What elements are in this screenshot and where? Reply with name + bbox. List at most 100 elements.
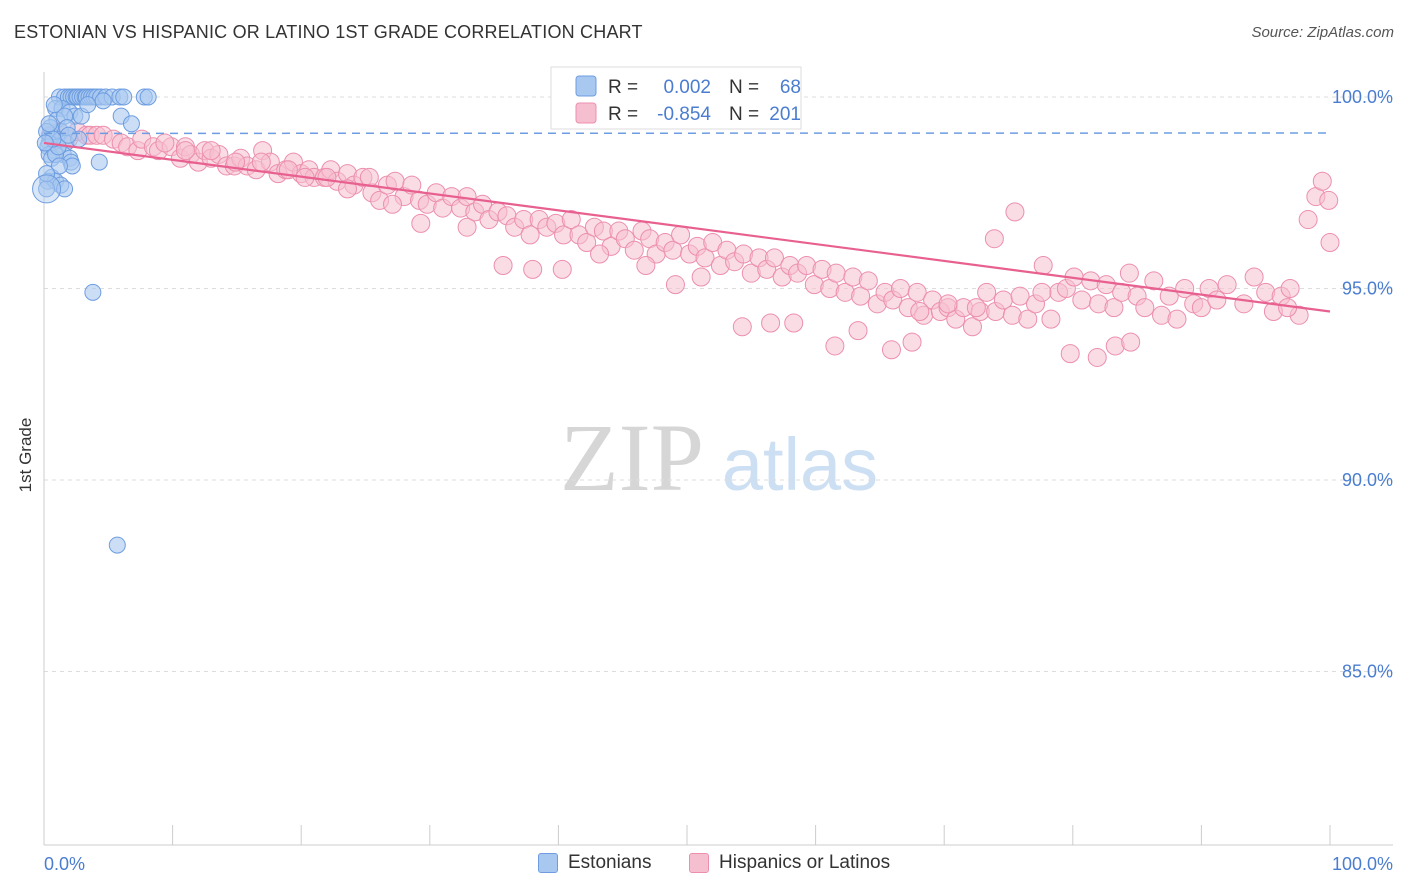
hispanic-point-193: [317, 167, 337, 187]
watermark-atlas: atlas: [722, 423, 878, 506]
hispanic-point-176: [848, 321, 868, 341]
bottom-legend-hispanics: Hispanics or Latinos: [689, 852, 890, 874]
y-tick-label-85: 85.0%: [1342, 662, 1393, 682]
hispanic-point-156: [1280, 279, 1300, 298]
hispanic-point-81: [671, 225, 691, 245]
hispanic-point-120: [977, 282, 997, 302]
hispanic-point-84: [695, 248, 715, 268]
hispanic-points: [40, 121, 1340, 367]
hispanic-point-161: [1319, 190, 1339, 210]
legend-r-value-1: 0.002: [663, 77, 711, 98]
estonian-point-44: [90, 153, 108, 171]
chart-title: ESTONIAN VS HISPANIC OR LATINO 1ST GRADE…: [14, 22, 643, 42]
hispanic-point-177: [825, 336, 845, 356]
hispanic-point-186: [523, 259, 543, 279]
bottom-legend-swatch-estonians: [538, 853, 558, 873]
hispanic-point-185: [552, 259, 572, 279]
estonian-point-52: [84, 283, 102, 301]
hispanic-point-141: [1144, 271, 1164, 291]
legend-n-label-1: N =: [729, 77, 759, 98]
hispanic-point-62: [520, 225, 540, 245]
hispanic-point-67: [561, 210, 581, 230]
bottom-legend-swatch-hispanics: [689, 853, 709, 873]
hispanic-point-180: [732, 317, 752, 337]
hispanic-point-196: [251, 152, 271, 172]
hispanic-point-128: [1041, 309, 1061, 329]
hispanic-point-188: [457, 217, 477, 237]
x-tick-label-start: 0.0%: [44, 854, 85, 874]
hispanic-point-152: [1244, 267, 1264, 287]
estonian-point-50: [56, 180, 74, 198]
hispanic-point-181: [691, 267, 711, 287]
hispanic-point-172: [938, 294, 958, 314]
estonian-point-30: [122, 115, 140, 133]
hispanic-point-101: [826, 263, 846, 283]
bottom-legend-label-estonians: Estonians: [568, 852, 652, 873]
y-tick-label-90: 90.0%: [1342, 470, 1393, 490]
bottom-legend-label-hispanics: Hispanics or Latinos: [719, 852, 891, 873]
estonian-point-cluster: [32, 174, 62, 204]
hispanic-point-149: [1207, 290, 1227, 310]
hispanic-point-109: [890, 279, 910, 298]
estonian-point-66: [50, 157, 68, 175]
x-tick-label-end: 100.0%: [1332, 854, 1393, 874]
hispanic-point-179: [761, 313, 781, 333]
hispanic-point-168: [1032, 282, 1052, 302]
legend-r-label-2: R =: [608, 104, 638, 125]
trend-lines: [43, 132, 1331, 313]
hispanic-point-93: [764, 248, 784, 268]
hispanic-point-175: [881, 340, 901, 360]
y-tick-label-95: 95.0%: [1342, 279, 1393, 299]
hispanic-point-167: [1121, 332, 1141, 352]
hispanic-point-169: [1005, 202, 1025, 222]
hispanic-point-111: [907, 282, 927, 302]
estonian-point-62: [94, 92, 112, 110]
stats-legend: R = 0.002 N = 68 R = -0.854 N = 201: [550, 66, 802, 130]
hispanic-point-105: [858, 271, 878, 291]
hispanic-point-124: [1010, 286, 1030, 306]
legend-swatch-hispanics: [575, 102, 597, 124]
legend-r-label-1: R =: [608, 77, 638, 98]
hispanic-point-200: [155, 133, 175, 153]
hispanic-point-183: [636, 256, 656, 276]
hispanic-point-184: [590, 244, 610, 264]
watermark-zip: ZIP: [560, 404, 704, 511]
hispanic-point-136: [1104, 298, 1124, 318]
hispanic-point-138: [1119, 263, 1139, 283]
estonian-point-65: [45, 96, 63, 114]
hispanic-point-147: [1191, 298, 1211, 318]
legend-n-value-1: 68: [780, 77, 801, 98]
y-tick-label-100: 100.0%: [1332, 87, 1393, 107]
hispanic-point-189: [411, 213, 431, 233]
legend-n-label-2: N =: [729, 104, 759, 125]
hispanic-point-125: [1018, 309, 1038, 329]
legend-r-value-2: -0.854: [657, 104, 711, 125]
grid-lines: [44, 96, 1393, 672]
hispanic-point-135: [1096, 275, 1116, 295]
estonian-point-61: [79, 96, 97, 114]
hispanic-point-198: [201, 141, 221, 161]
chart-source: Source: ZipAtlas.com: [1251, 24, 1394, 41]
hispanic-point-173: [910, 301, 930, 321]
estonian-point-63: [59, 126, 77, 144]
estonian-point-53: [108, 536, 126, 554]
hispanic-point-178: [784, 313, 804, 333]
estonian-points: [32, 88, 157, 554]
hispanic-point-118: [962, 317, 982, 337]
estonian-point-21: [139, 88, 157, 106]
hispanic-point-164: [1060, 344, 1080, 364]
bottom-legend-estonians: Estonians: [538, 852, 651, 874]
hispanic-point-104: [851, 286, 871, 306]
hispanic-point-158: [1298, 210, 1318, 230]
hispanic-point-151: [1234, 294, 1254, 314]
hispanic-point-171: [966, 298, 986, 318]
hispanic-point-144: [1167, 309, 1187, 329]
axes: [43, 72, 1393, 846]
hispanic-point-170: [984, 229, 1004, 249]
hispanic-point-174: [902, 332, 922, 352]
hispanic-point-132: [1072, 290, 1092, 310]
hispanic-point-69: [577, 233, 597, 253]
hispanic-point-140: [1135, 298, 1155, 318]
hispanic-point-127: [1033, 256, 1053, 276]
